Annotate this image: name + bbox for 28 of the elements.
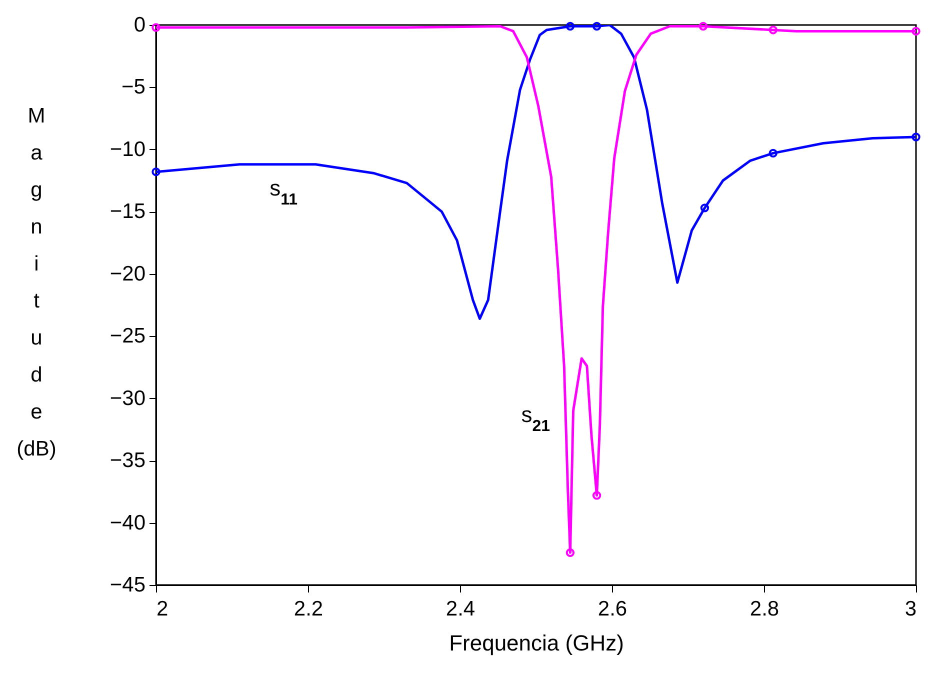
y-tick-label: −15: [110, 200, 146, 224]
series-label: s$_{21}$: [521, 402, 550, 434]
text: Magnitude (dB): [16, 104, 56, 460]
x-tick-label: 2.8: [750, 598, 780, 620]
point: [768, 148, 778, 158]
x-tick-label: 2.6: [598, 598, 628, 620]
point: [698, 22, 708, 31]
x-tick-label: 2.2: [294, 598, 324, 620]
series-label: s$_{11}$: [270, 175, 298, 208]
point: [592, 491, 602, 500]
x-tick-label: 2.4: [446, 598, 476, 620]
point: [566, 548, 575, 557]
y-tick-label: −20: [110, 262, 146, 286]
y-tick-label: −40: [110, 511, 146, 534]
point: [768, 26, 778, 34]
point: [700, 204, 710, 212]
y-tick-label: −30: [110, 386, 146, 410]
x-tick-label: 3: [904, 598, 916, 620]
x-axis-title: Frequencia (GHz): [449, 630, 624, 656]
x-tick-label: 2: [156, 598, 168, 620]
point: [592, 22, 602, 31]
y-tick-label: −45: [110, 574, 146, 596]
y-tick-label: −25: [110, 324, 146, 348]
y-tick-label: −10: [110, 138, 146, 161]
point: [566, 22, 575, 31]
y-tick-label: 0: [134, 14, 146, 36]
y-tick-label: −5: [122, 76, 146, 99]
y-tick-label: −35: [110, 449, 146, 472]
